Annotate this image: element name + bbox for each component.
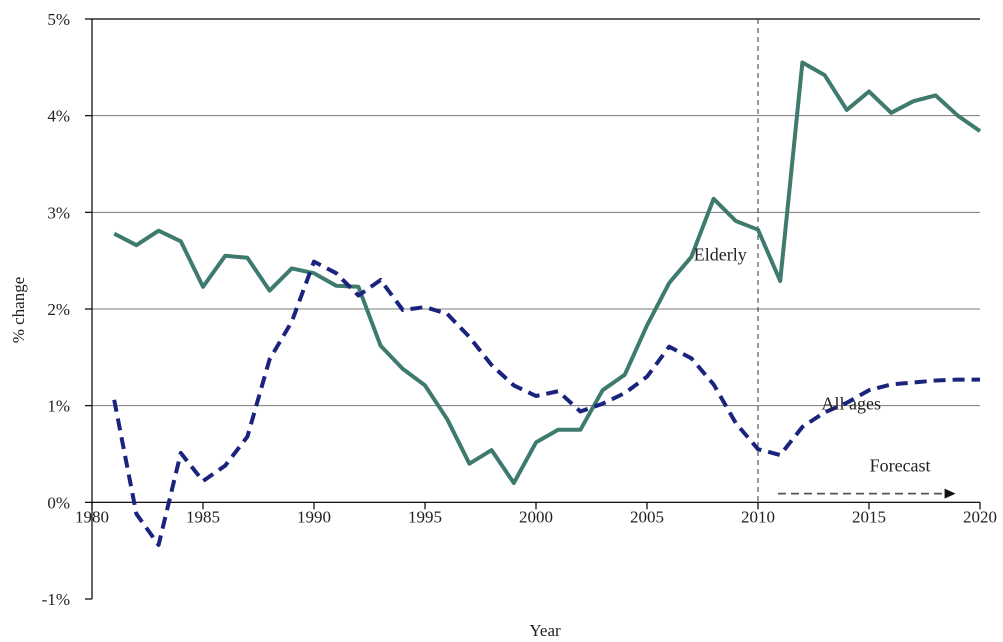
x-tick-label: 1990 <box>297 507 331 526</box>
y-tick-label: 2% <box>47 300 70 319</box>
y-tick-label: 5% <box>47 10 70 29</box>
x-tick-label: 2010 <box>741 507 775 526</box>
series-line-all-ages <box>112 259 980 547</box>
gridlines <box>92 18 980 503</box>
y-tick-label: 0% <box>47 493 70 512</box>
x-tick-label: 1985 <box>186 507 220 526</box>
y-tick-label: 1% <box>47 397 70 416</box>
forecast-arrow-head <box>944 488 956 499</box>
x-tick-label: 2000 <box>519 507 553 526</box>
series-lines <box>112 60 982 547</box>
y-tick-label: -1% <box>42 590 70 609</box>
x-tick-label: 1995 <box>408 507 442 526</box>
x-tick-label: 2015 <box>852 507 886 526</box>
annotations: Elderly All ages Forecast <box>694 245 956 499</box>
y-tick-label: 3% <box>47 203 70 222</box>
tick-labels: -1% 0% 1% 2% 3% 4% 5% 1980 1985 1990 1995 2000 2005 2… <box>42 10 997 609</box>
y-axis-title: % change <box>9 277 28 344</box>
x-axis-title: Year <box>529 621 561 640</box>
label-elderly: Elderly <box>694 245 747 265</box>
x-tick-label: 1980 <box>75 507 109 526</box>
axes <box>85 18 981 600</box>
label-forecast: Forecast <box>870 455 931 475</box>
y-tick-label: 4% <box>47 107 70 126</box>
label-all-ages: All ages <box>821 394 880 414</box>
x-tick-label: 2020 <box>963 507 997 526</box>
x-tick-label: 2005 <box>630 507 664 526</box>
series-line-elderly <box>113 60 982 485</box>
